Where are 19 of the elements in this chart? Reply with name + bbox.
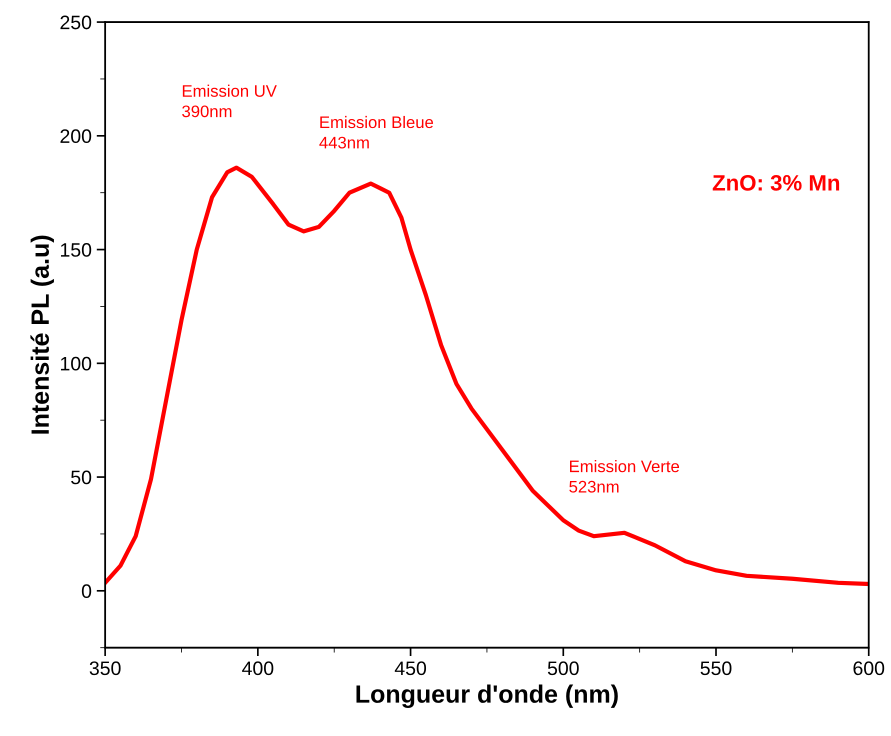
line-series [105,166,869,586]
annotation: Emission UV 390nm [182,84,277,118]
x-tick-label: 350 [90,661,121,676]
x-tick-label: 600 [853,661,884,676]
x-axis-title: Longueur d'onde (nm) [356,684,618,708]
y-tick-label: 250 [60,16,92,30]
y-tick-label: 200 [60,129,92,144]
y-tick-label: 50 [71,470,92,484]
x-tick-label: 400 [242,661,274,676]
y-tick-label: 0 [82,584,92,598]
x-tick-label: 450 [394,661,426,676]
annotation: Emission Bleue 443nm [319,116,434,149]
y-axis-title: Intensité PL (a.u) [30,236,54,434]
x-tick-label: 550 [700,661,732,676]
x-tick-label: 500 [548,661,579,676]
annotation: ZnO: 3% Mn [712,174,840,191]
y-tick-label: 100 [60,356,92,371]
annotation: Emission Verte 523nm [569,460,680,493]
y-tick-label: 150 [60,243,92,257]
